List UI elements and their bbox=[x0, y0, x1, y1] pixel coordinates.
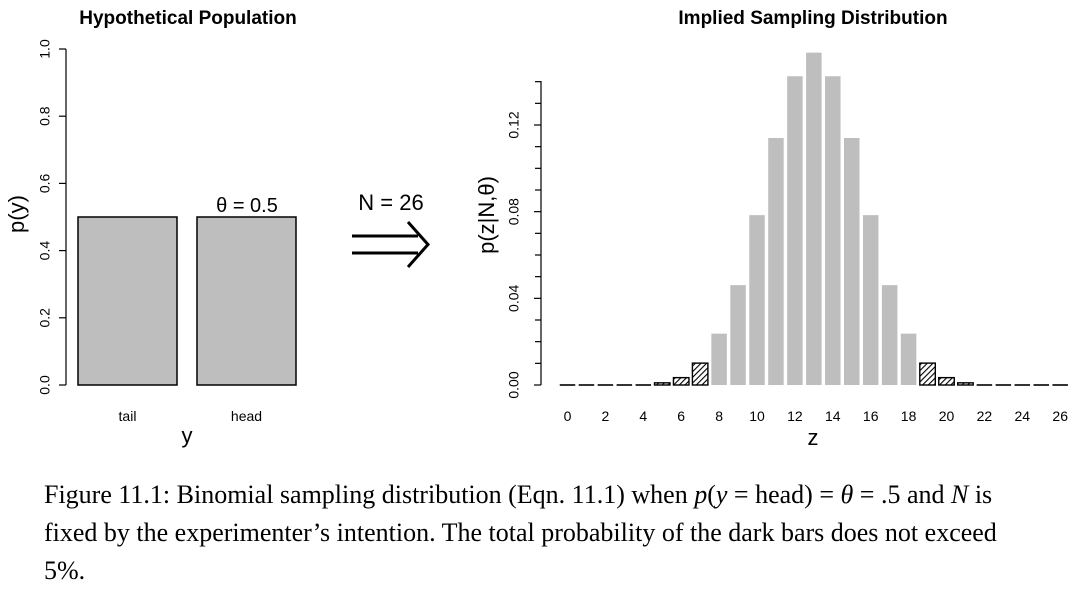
caption-math-y: y bbox=[715, 480, 728, 509]
population-y-tick-label: 0.6 bbox=[37, 173, 53, 193]
population-x-tick-label: head bbox=[231, 408, 262, 424]
sampling-bar-dark bbox=[653, 382, 671, 386]
population-x-tick-label: tail bbox=[119, 408, 137, 424]
sampling-bar-dark bbox=[957, 382, 974, 386]
caption-math-head: = head) = bbox=[727, 480, 841, 509]
sampling-x-tick-label: 8 bbox=[715, 408, 723, 424]
sampling-x-label: z bbox=[808, 425, 819, 450]
sampling-y-tick-label: 0.12 bbox=[506, 111, 522, 138]
population-bar bbox=[196, 216, 297, 386]
sampling-bars bbox=[559, 52, 1068, 386]
figure-canvas: Hypothetical Population 0.0 0.2 0.4 0.6 0.8 1… bbox=[4, 8, 1068, 450]
sampling-x-ticks: 0 2 4 6 8 10 12 14 16 18 20 22 24 26 bbox=[564, 408, 1069, 424]
n-label: N = 26 bbox=[358, 190, 423, 215]
figure-caption: Figure 11.1: Binomial sampling distribut… bbox=[44, 476, 1044, 590]
population-y-tick-label: 0.0 bbox=[37, 375, 53, 395]
sampling-bar-dark bbox=[691, 362, 709, 386]
population-x-ticks: tail head bbox=[119, 408, 263, 424]
population-y-axis: 0.0 0.2 0.4 0.6 0.8 1.0 bbox=[37, 39, 67, 395]
sampling-bar bbox=[844, 138, 860, 385]
sampling-bar-dark bbox=[919, 362, 936, 386]
population-y-tick-label: 1.0 bbox=[37, 39, 53, 59]
caption-math-n: N bbox=[950, 480, 969, 509]
sampling-bar-dark bbox=[938, 376, 955, 386]
sampling-x-tick-label: 26 bbox=[1052, 408, 1068, 424]
sampling-y-tick-label: 0.04 bbox=[506, 284, 522, 311]
sampling-y-tick-label: 0.00 bbox=[506, 371, 522, 398]
sampling-x-tick-label: 14 bbox=[825, 408, 841, 424]
population-y-tick-label: 0.4 bbox=[37, 241, 53, 261]
sampling-x-tick-label: 12 bbox=[787, 408, 803, 424]
sampling-bar bbox=[881, 285, 898, 385]
sampling-x-tick-label: 20 bbox=[939, 408, 955, 424]
sampling-x-tick-label: 2 bbox=[602, 408, 610, 424]
sampling-x-tick-label: 16 bbox=[863, 408, 879, 424]
sampling-x-tick-label: 18 bbox=[901, 408, 917, 424]
sampling-x-tick-label: 22 bbox=[977, 408, 993, 424]
sampling-bar bbox=[806, 52, 822, 386]
sampling-bar bbox=[711, 333, 727, 385]
population-panel: Hypothetical Population 0.0 0.2 0.4 0.6 0.8 1… bbox=[4, 8, 297, 448]
population-bar bbox=[77, 216, 178, 386]
sampling-x-tick-label: 6 bbox=[677, 408, 685, 424]
caption-text-1: Binomial sampling distribution (Eqn. 11.… bbox=[170, 480, 695, 509]
sampling-y-axis: 0.00 0.04 0.08 0.12 bbox=[506, 81, 542, 399]
theta-annotation: θ = 0.5 bbox=[216, 195, 278, 217]
sampling-x-tick-label: 0 bbox=[564, 408, 572, 424]
population-y-tick-label: 0.2 bbox=[37, 308, 53, 328]
sampling-bar bbox=[749, 215, 765, 385]
sampling-bar bbox=[825, 76, 841, 385]
sampling-bar bbox=[768, 138, 784, 385]
sampling-bar-dark bbox=[672, 376, 690, 386]
sampling-bar bbox=[730, 285, 746, 385]
double-arrow-icon bbox=[352, 221, 431, 268]
population-bars bbox=[77, 216, 297, 386]
caption-math-paren: ( bbox=[707, 480, 716, 509]
sampling-bar bbox=[900, 333, 917, 385]
population-y-tick-label: 0.8 bbox=[37, 106, 53, 126]
caption-math-value: = .5 and bbox=[853, 480, 951, 509]
caption-text-2: is fixed by the experimenter’s intention… bbox=[44, 480, 997, 585]
sampling-title: Implied Sampling Distribution bbox=[678, 8, 947, 29]
caption-math-theta: θ bbox=[840, 480, 854, 509]
implies-arrow: N = 26 bbox=[352, 190, 431, 268]
sampling-panel: Implied Sampling Distribution 0.000.040.… bbox=[474, 8, 1068, 450]
caption-figure-label: Figure 11.1: bbox=[44, 480, 171, 509]
caption-math-p: p bbox=[694, 480, 708, 509]
population-x-label: y bbox=[182, 423, 193, 448]
population-title: Hypothetical Population bbox=[79, 8, 296, 29]
sampling-x-tick-label: 24 bbox=[1015, 408, 1031, 424]
sampling-y-tick-label: 0.08 bbox=[506, 198, 522, 225]
population-y-label: p(y) bbox=[4, 195, 29, 233]
sampling-y-label: p(z|N,θ) bbox=[474, 176, 499, 254]
sampling-bar bbox=[862, 215, 879, 385]
sampling-bar bbox=[787, 76, 803, 385]
sampling-x-tick-label: 10 bbox=[749, 408, 765, 424]
sampling-x-tick-label: 4 bbox=[639, 408, 647, 424]
